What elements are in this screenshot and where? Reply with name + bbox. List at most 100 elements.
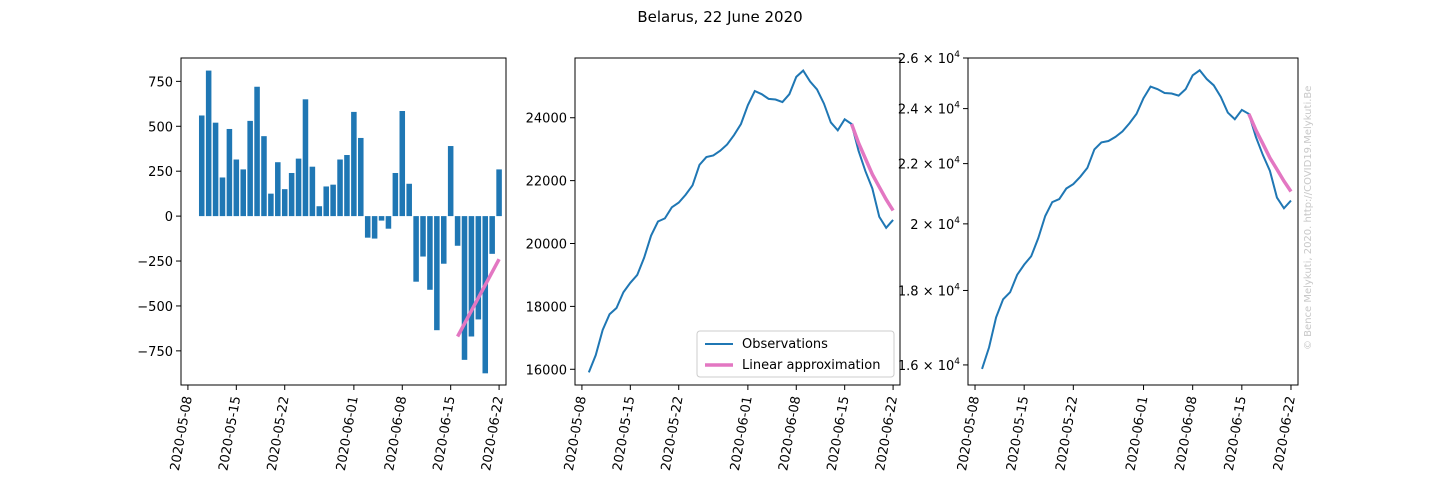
x-tick-label: 2020-05-22 bbox=[265, 395, 293, 472]
x-tick-label: 2020-06-15 bbox=[1222, 395, 1250, 472]
bar bbox=[323, 186, 329, 217]
bar bbox=[371, 216, 378, 239]
observations-line bbox=[587, 69, 894, 373]
y-tick-label: −250 bbox=[137, 255, 173, 270]
observations-line bbox=[981, 68, 1292, 370]
y-tick-label: 24000 bbox=[526, 112, 567, 127]
bar bbox=[268, 193, 274, 217]
y-tick-label: 2.2 × 104 bbox=[898, 156, 960, 173]
legend bbox=[696, 330, 895, 378]
figure-title: Belarus, 22 June 2020 bbox=[637, 8, 802, 26]
bar bbox=[413, 216, 419, 282]
bar bbox=[240, 169, 246, 217]
x-tick-label: 2020-05-08 bbox=[955, 395, 983, 472]
x-tick-label: 2020-06-01 bbox=[334, 395, 362, 472]
bar bbox=[427, 216, 433, 290]
bar bbox=[385, 216, 392, 229]
bar bbox=[461, 216, 468, 360]
bar bbox=[295, 158, 302, 217]
y-tick-label: 500 bbox=[148, 120, 173, 135]
approximation-line bbox=[849, 123, 895, 212]
x-tick-label: 2020-05-15 bbox=[610, 395, 638, 472]
legend-observations-label: Observations bbox=[742, 337, 828, 352]
x-tick-label: 2020-06-15 bbox=[825, 395, 853, 472]
y-tick-label: 18000 bbox=[526, 300, 567, 315]
x-tick-label: 2020-05-22 bbox=[659, 395, 687, 472]
y-tick-label: −500 bbox=[137, 300, 173, 315]
bar bbox=[205, 70, 212, 217]
bar bbox=[247, 120, 253, 217]
x-tick-label: 2020-06-15 bbox=[431, 395, 459, 472]
bar bbox=[489, 216, 495, 254]
approximation-line bbox=[456, 258, 501, 338]
bar bbox=[281, 189, 288, 217]
bar bbox=[254, 86, 260, 217]
bar bbox=[454, 216, 461, 246]
x-tick-label: 2020-06-08 bbox=[1173, 395, 1201, 472]
y-tick-label: 250 bbox=[148, 165, 173, 180]
y-tick-label: 1.8 × 104 bbox=[898, 282, 960, 299]
x-tick-label: 2020-06-22 bbox=[479, 395, 507, 472]
axes-frame bbox=[967, 57, 1299, 386]
bar bbox=[288, 172, 295, 217]
bar bbox=[344, 155, 350, 217]
bar bbox=[441, 216, 447, 264]
bar bbox=[482, 216, 489, 374]
bar bbox=[475, 216, 482, 320]
x-tick-label: 2020-05-08 bbox=[562, 395, 590, 472]
bar bbox=[420, 216, 426, 257]
bar bbox=[351, 111, 357, 217]
x-tick-label: 2020-06-08 bbox=[382, 395, 410, 472]
bar bbox=[358, 137, 364, 217]
active-cases-log-chart: 2.6 × 104 2.4 × 104 2.2 × 104 2 × 104 1.8 × … bbox=[898, 50, 1299, 472]
y-tick-label: 2.4 × 104 bbox=[898, 101, 960, 118]
bar bbox=[275, 162, 281, 217]
axes-frame bbox=[574, 57, 901, 386]
y-tick-label: 20000 bbox=[526, 238, 567, 253]
active-cases-line-chart: 24000 22000 20000 18000 16000 2020-05-08 2020-… bbox=[526, 57, 901, 472]
y-tick-label: 22000 bbox=[526, 175, 567, 190]
y-tick-label: 0 bbox=[165, 210, 173, 225]
y-tick-label: 16000 bbox=[526, 363, 567, 378]
bar bbox=[212, 122, 219, 217]
bar bbox=[364, 216, 371, 238]
bar bbox=[399, 111, 406, 217]
y-tick-label: 2.6 × 104 bbox=[898, 50, 960, 67]
daily-change-bar-chart: 750 500 250 0 −250 −500 −750 2020-05-08 2020-05-… bbox=[137, 57, 507, 472]
y-tick-label: −750 bbox=[137, 345, 173, 360]
x-tick-label: 2020-05-22 bbox=[1053, 395, 1081, 472]
approximation-line bbox=[1247, 113, 1293, 193]
bar bbox=[302, 99, 309, 217]
bar bbox=[261, 136, 267, 217]
y-tick-label: 1.6 × 104 bbox=[898, 357, 960, 374]
bar bbox=[447, 146, 454, 217]
credit-watermark: © Bence Melykuti, 2020. http://COVID19.M… bbox=[1303, 86, 1314, 350]
x-tick-label: 2020-05-08 bbox=[168, 395, 196, 472]
bar bbox=[309, 166, 316, 217]
x-tick-label: 2020-06-22 bbox=[1271, 395, 1299, 472]
bar bbox=[198, 115, 205, 217]
bar bbox=[219, 177, 226, 217]
bar bbox=[434, 216, 440, 331]
y-tick-label: 2 × 104 bbox=[910, 216, 960, 233]
bar bbox=[392, 172, 399, 217]
x-tick-label: 2020-05-15 bbox=[216, 395, 244, 472]
x-tick-label: 2020-06-01 bbox=[728, 395, 756, 472]
bar bbox=[316, 206, 323, 217]
bar bbox=[330, 184, 336, 217]
bar bbox=[378, 216, 385, 221]
x-tick-label: 2020-06-08 bbox=[776, 395, 804, 472]
x-tick-label: 2020-06-01 bbox=[1124, 395, 1152, 472]
bar bbox=[233, 159, 240, 217]
x-tick-label: 2020-05-15 bbox=[1004, 395, 1032, 472]
bar bbox=[226, 128, 233, 217]
bar bbox=[337, 159, 343, 217]
bar bbox=[468, 216, 475, 337]
y-tick-label: 750 bbox=[148, 75, 173, 90]
bar bbox=[496, 169, 502, 217]
axes-frame bbox=[180, 57, 507, 386]
x-tick-label: 2020-06-22 bbox=[873, 395, 901, 472]
legend-approximation-label: Linear approximation bbox=[742, 358, 880, 373]
bar bbox=[406, 183, 412, 217]
